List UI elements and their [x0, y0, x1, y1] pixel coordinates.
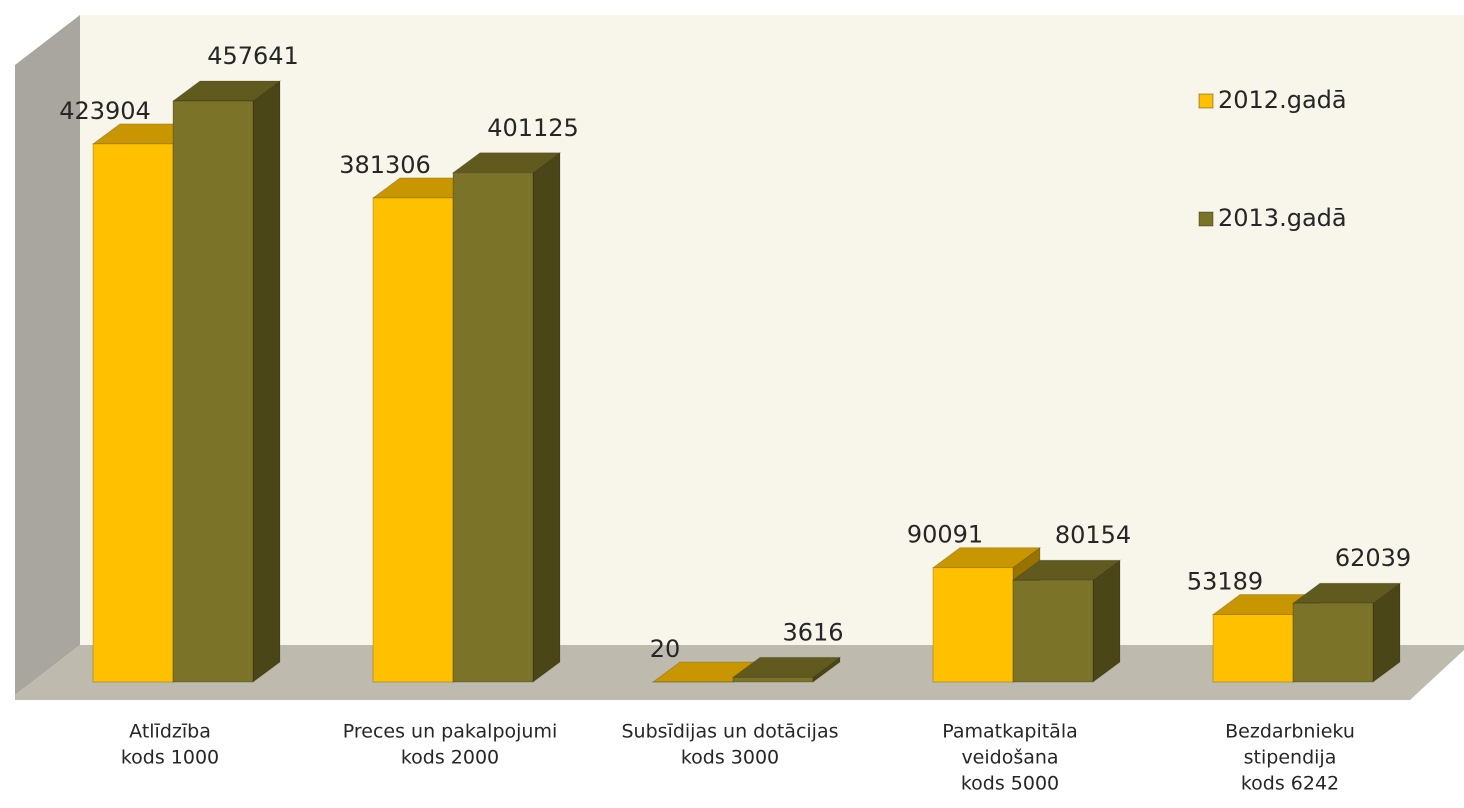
- bar: [1212, 613, 1294, 683]
- side-wall: [15, 15, 80, 695]
- bar: [92, 143, 174, 683]
- value-label: 423904: [59, 97, 151, 125]
- bar-side: [1092, 559, 1121, 683]
- x-tick-label: stipendija: [1244, 747, 1337, 769]
- value-label: 20: [650, 635, 681, 663]
- value-label: 3616: [782, 618, 843, 646]
- x-tick-label: Bezdarbnieku: [1225, 721, 1355, 743]
- bar: [172, 100, 254, 683]
- value-label: 80154: [1055, 521, 1131, 549]
- legend-label: 2012.gadā: [1218, 86, 1347, 114]
- x-tick-label: kods 1000: [121, 747, 219, 769]
- value-label: 90091: [907, 521, 983, 549]
- x-tick-label: Preces un pakalpojumi: [343, 721, 558, 743]
- x-tick-label: kods 2000: [401, 747, 499, 769]
- value-label: 401125: [487, 114, 579, 142]
- x-tick-label: Subsīdijas un dotācijas: [622, 721, 839, 743]
- bar: [1292, 602, 1374, 683]
- legend-swatch: [1198, 93, 1214, 109]
- bar-side: [252, 80, 281, 683]
- x-tick-label: kods 6242: [1241, 773, 1339, 795]
- bar: [932, 567, 1014, 683]
- x-tick-label: Atlīdzība: [129, 721, 211, 743]
- legend-swatch: [1198, 211, 1214, 227]
- value-label: 381306: [339, 151, 431, 179]
- x-tick-label: Pamatkapitāla: [942, 721, 1078, 743]
- x-tick-label: kods 3000: [681, 747, 779, 769]
- bar-side: [532, 151, 561, 683]
- x-tick-label: veidošana: [961, 747, 1058, 769]
- bar: [452, 172, 534, 683]
- x-tick-label: kods 5000: [961, 773, 1059, 795]
- value-label: 457641: [207, 42, 299, 70]
- bar: [372, 197, 454, 683]
- bar: [1012, 579, 1094, 683]
- legend-label: 2013.gadā: [1218, 204, 1347, 232]
- value-label: 53189: [1187, 567, 1263, 595]
- bar: [732, 676, 814, 683]
- value-label: 62039: [1335, 544, 1411, 572]
